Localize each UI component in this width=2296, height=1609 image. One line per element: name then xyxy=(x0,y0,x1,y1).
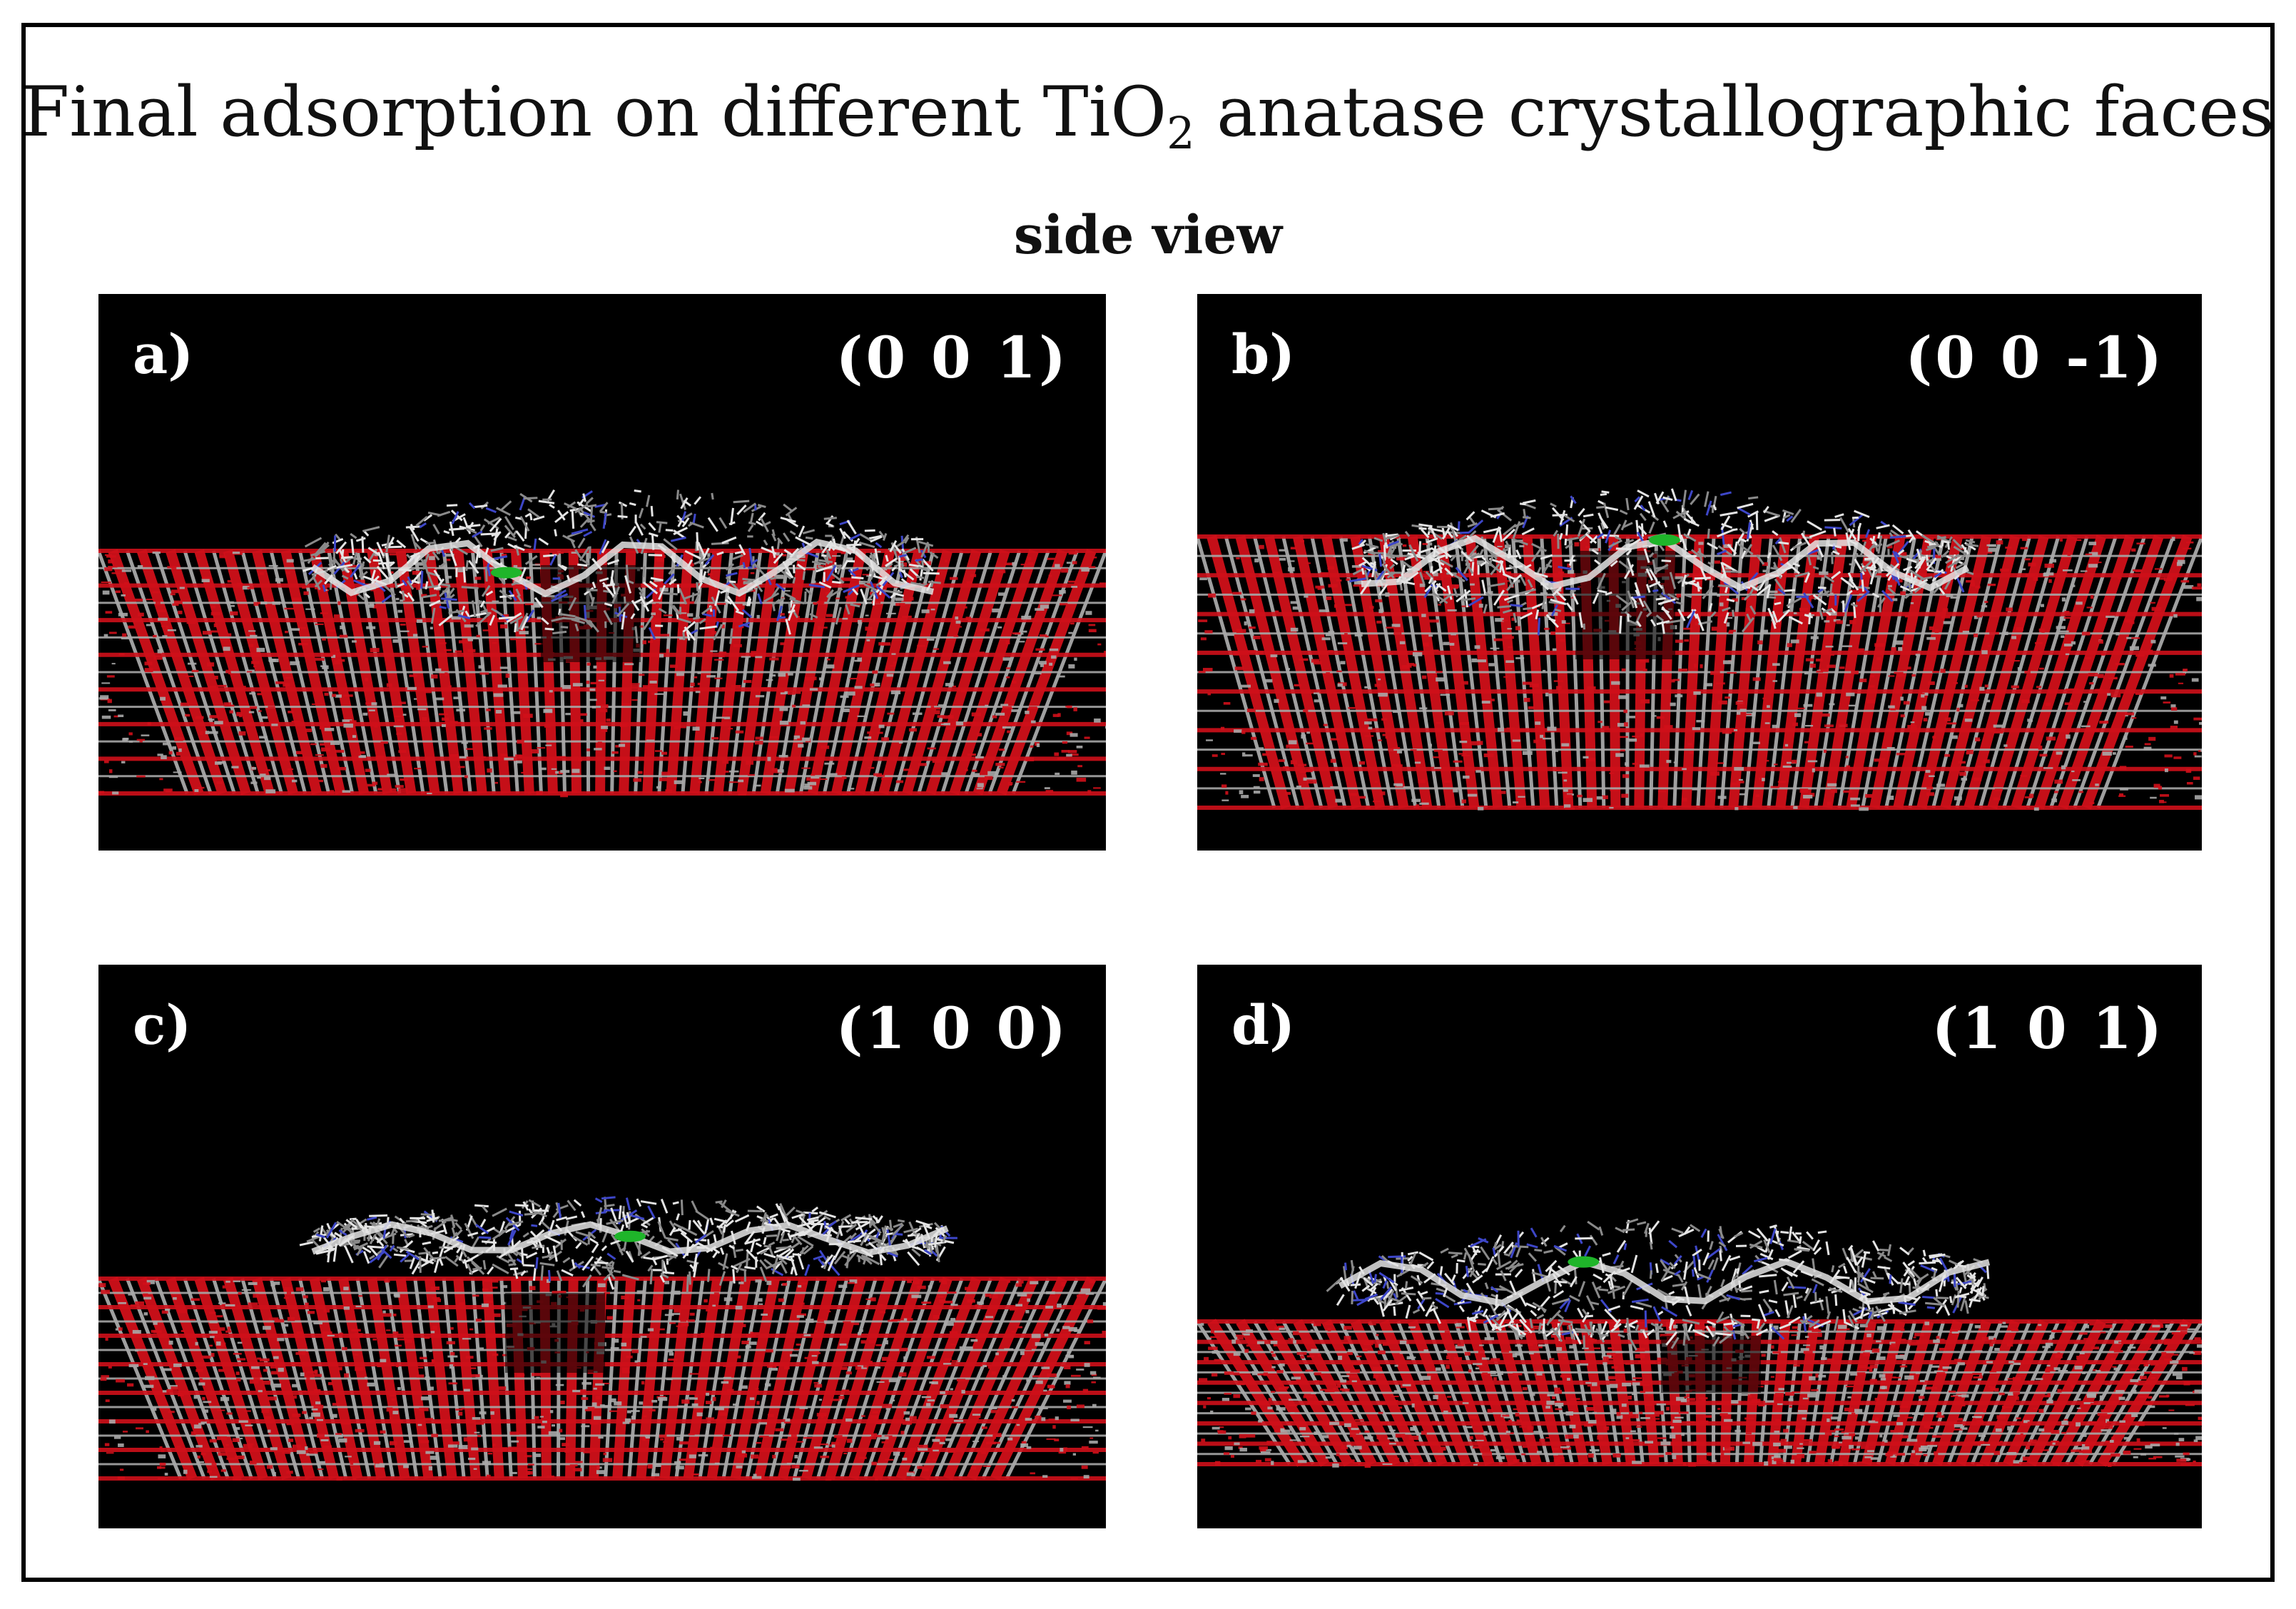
panel-a-label: a) xyxy=(133,323,194,386)
panel-a-structure-image xyxy=(98,489,1106,798)
panel-d-face-index: (1 0 1) xyxy=(1931,995,2165,1062)
adsorbed-peptide xyxy=(1349,488,1979,636)
figure-subtitle: side view xyxy=(1013,205,1283,266)
adsorbed-peptide xyxy=(1326,1218,1991,1351)
figure-title: Final adsorption on different TiO2 anata… xyxy=(0,73,2296,173)
panel-c-structure-image xyxy=(98,1196,1106,1481)
panel-b-label: b) xyxy=(1231,323,1296,386)
panel-d-101: d) (1 0 1) xyxy=(1197,965,2202,1528)
title-main: Final adsorption on different TiO xyxy=(21,72,1167,152)
crystal-slab xyxy=(1197,534,2202,811)
crystal-slab xyxy=(1197,1319,2202,1468)
title-rest: anatase crystallographic faces xyxy=(1194,72,2275,152)
panel-d-label: d) xyxy=(1231,993,1296,1057)
panel-b-face-index: (0 0 -1) xyxy=(1905,324,2165,391)
adsorbed-peptide xyxy=(300,489,941,644)
panel-d-structure-image xyxy=(1197,1218,2202,1468)
adsorbed-peptide xyxy=(299,1196,957,1293)
panel-a-face-index: (0 0 1) xyxy=(835,324,1069,391)
panel-b-structure-image xyxy=(1197,488,2202,811)
panel-a-001: a) (0 0 1) xyxy=(98,294,1106,851)
panel-c-label: c) xyxy=(133,993,192,1057)
panel-b-00-1: b) (0 0 -1) xyxy=(1197,294,2202,851)
panel-c-face-index: (1 0 0) xyxy=(835,995,1069,1062)
title-subscript: 2 xyxy=(1167,107,1195,159)
crystal-slab xyxy=(98,1276,1106,1481)
panel-c-100: c) (1 0 0) xyxy=(98,965,1106,1528)
crystal-slab xyxy=(98,549,1106,798)
